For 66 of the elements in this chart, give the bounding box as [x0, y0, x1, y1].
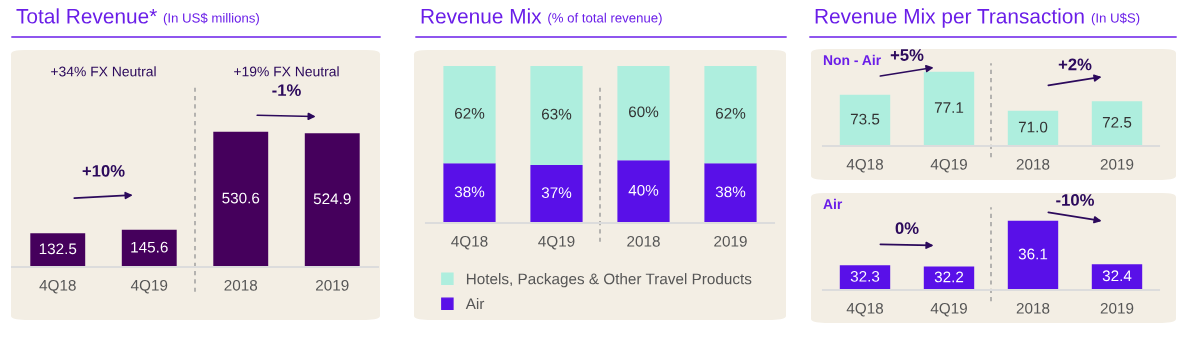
text: -1%	[272, 84, 301, 96]
data-label: 73.5	[850, 113, 880, 125]
data-label: 40%	[628, 184, 659, 196]
bar	[213, 131, 269, 267]
text: +19% FX Neutral	[234, 66, 339, 77]
x-tick-label: 4Q18	[846, 302, 884, 317]
text: +34% FX Neutral	[51, 66, 156, 77]
data-label: 32.2	[934, 271, 964, 283]
x-tick-label: 2019	[1100, 302, 1134, 314]
x-tick-label: 4Q19	[130, 279, 168, 294]
legend-label: Hotels, Packages & Other Travel Products	[466, 273, 752, 288]
bar	[443, 66, 496, 164]
data-label: 62%	[715, 107, 746, 119]
bar	[617, 160, 670, 223]
legend-label: Air	[465, 298, 485, 310]
x-tick-label: 4Q19	[538, 235, 575, 250]
x-tick-label: 4Q18	[39, 279, 76, 294]
x-tick-label: 4Q19	[930, 302, 967, 317]
data-label: 60%	[628, 106, 659, 118]
bar	[704, 66, 757, 164]
data-label: 36.1	[1018, 248, 1048, 260]
x-tick-label: 2018	[1016, 302, 1050, 314]
bar	[530, 66, 583, 165]
chart-title: Revenue Mix per Transaction	[815, 8, 1084, 28]
bar	[121, 229, 177, 267]
annotation: +2%	[1058, 58, 1092, 71]
x-tick-label: 4Q18	[846, 158, 884, 173]
annotation: Air	[823, 198, 843, 209]
data-label: 77.1	[934, 102, 964, 113]
data-label: 38%	[454, 186, 485, 198]
bar	[704, 163, 757, 223]
data-label: 530.6	[222, 192, 260, 204]
bar	[530, 164, 583, 223]
annotation: +10%	[82, 164, 125, 177]
x-tick-label: 2019	[1100, 158, 1134, 170]
data-label: 524.9	[313, 193, 351, 205]
data-label: 132.5	[39, 243, 77, 255]
data-label: 38%	[715, 186, 746, 198]
data-label: 37%	[541, 187, 572, 199]
data-label: 145.6	[131, 241, 168, 253]
x-tick-label: 2018	[224, 279, 258, 291]
x-tick-label: 4Q19	[930, 158, 967, 173]
chart-title: Total Revenue*	[16, 8, 157, 24]
chart-subtitle: (In U$S)	[1091, 12, 1140, 26]
data-label: 63%	[541, 108, 572, 120]
bar	[617, 66, 670, 161]
bar	[30, 233, 86, 267]
data-label: 72.5	[1102, 116, 1132, 128]
bar	[443, 163, 496, 223]
x-tick-label: 2019	[714, 235, 747, 247]
data-label: 71.0	[1018, 121, 1048, 133]
x-tick-label: 4Q18	[451, 235, 488, 250]
data-label: 62%	[454, 107, 485, 119]
annotation: 0%	[895, 222, 919, 235]
annotation: Non - Air	[823, 54, 881, 66]
chart-subtitle: (In US$ millions)	[163, 12, 259, 26]
data-label: 32.4	[1102, 270, 1132, 282]
data-label: 32.3	[850, 270, 880, 282]
chart-title: Revenue Mix	[421, 8, 542, 24]
x-tick-label: 2018	[627, 235, 660, 247]
bar	[304, 133, 360, 267]
x-tick-label: 2019	[316, 279, 349, 291]
annotation: +5%	[890, 49, 924, 61]
x-tick-label: 2018	[1016, 158, 1050, 170]
chart-subtitle: (% of total revenue)	[548, 12, 662, 26]
annotation: -10%	[1056, 194, 1095, 206]
